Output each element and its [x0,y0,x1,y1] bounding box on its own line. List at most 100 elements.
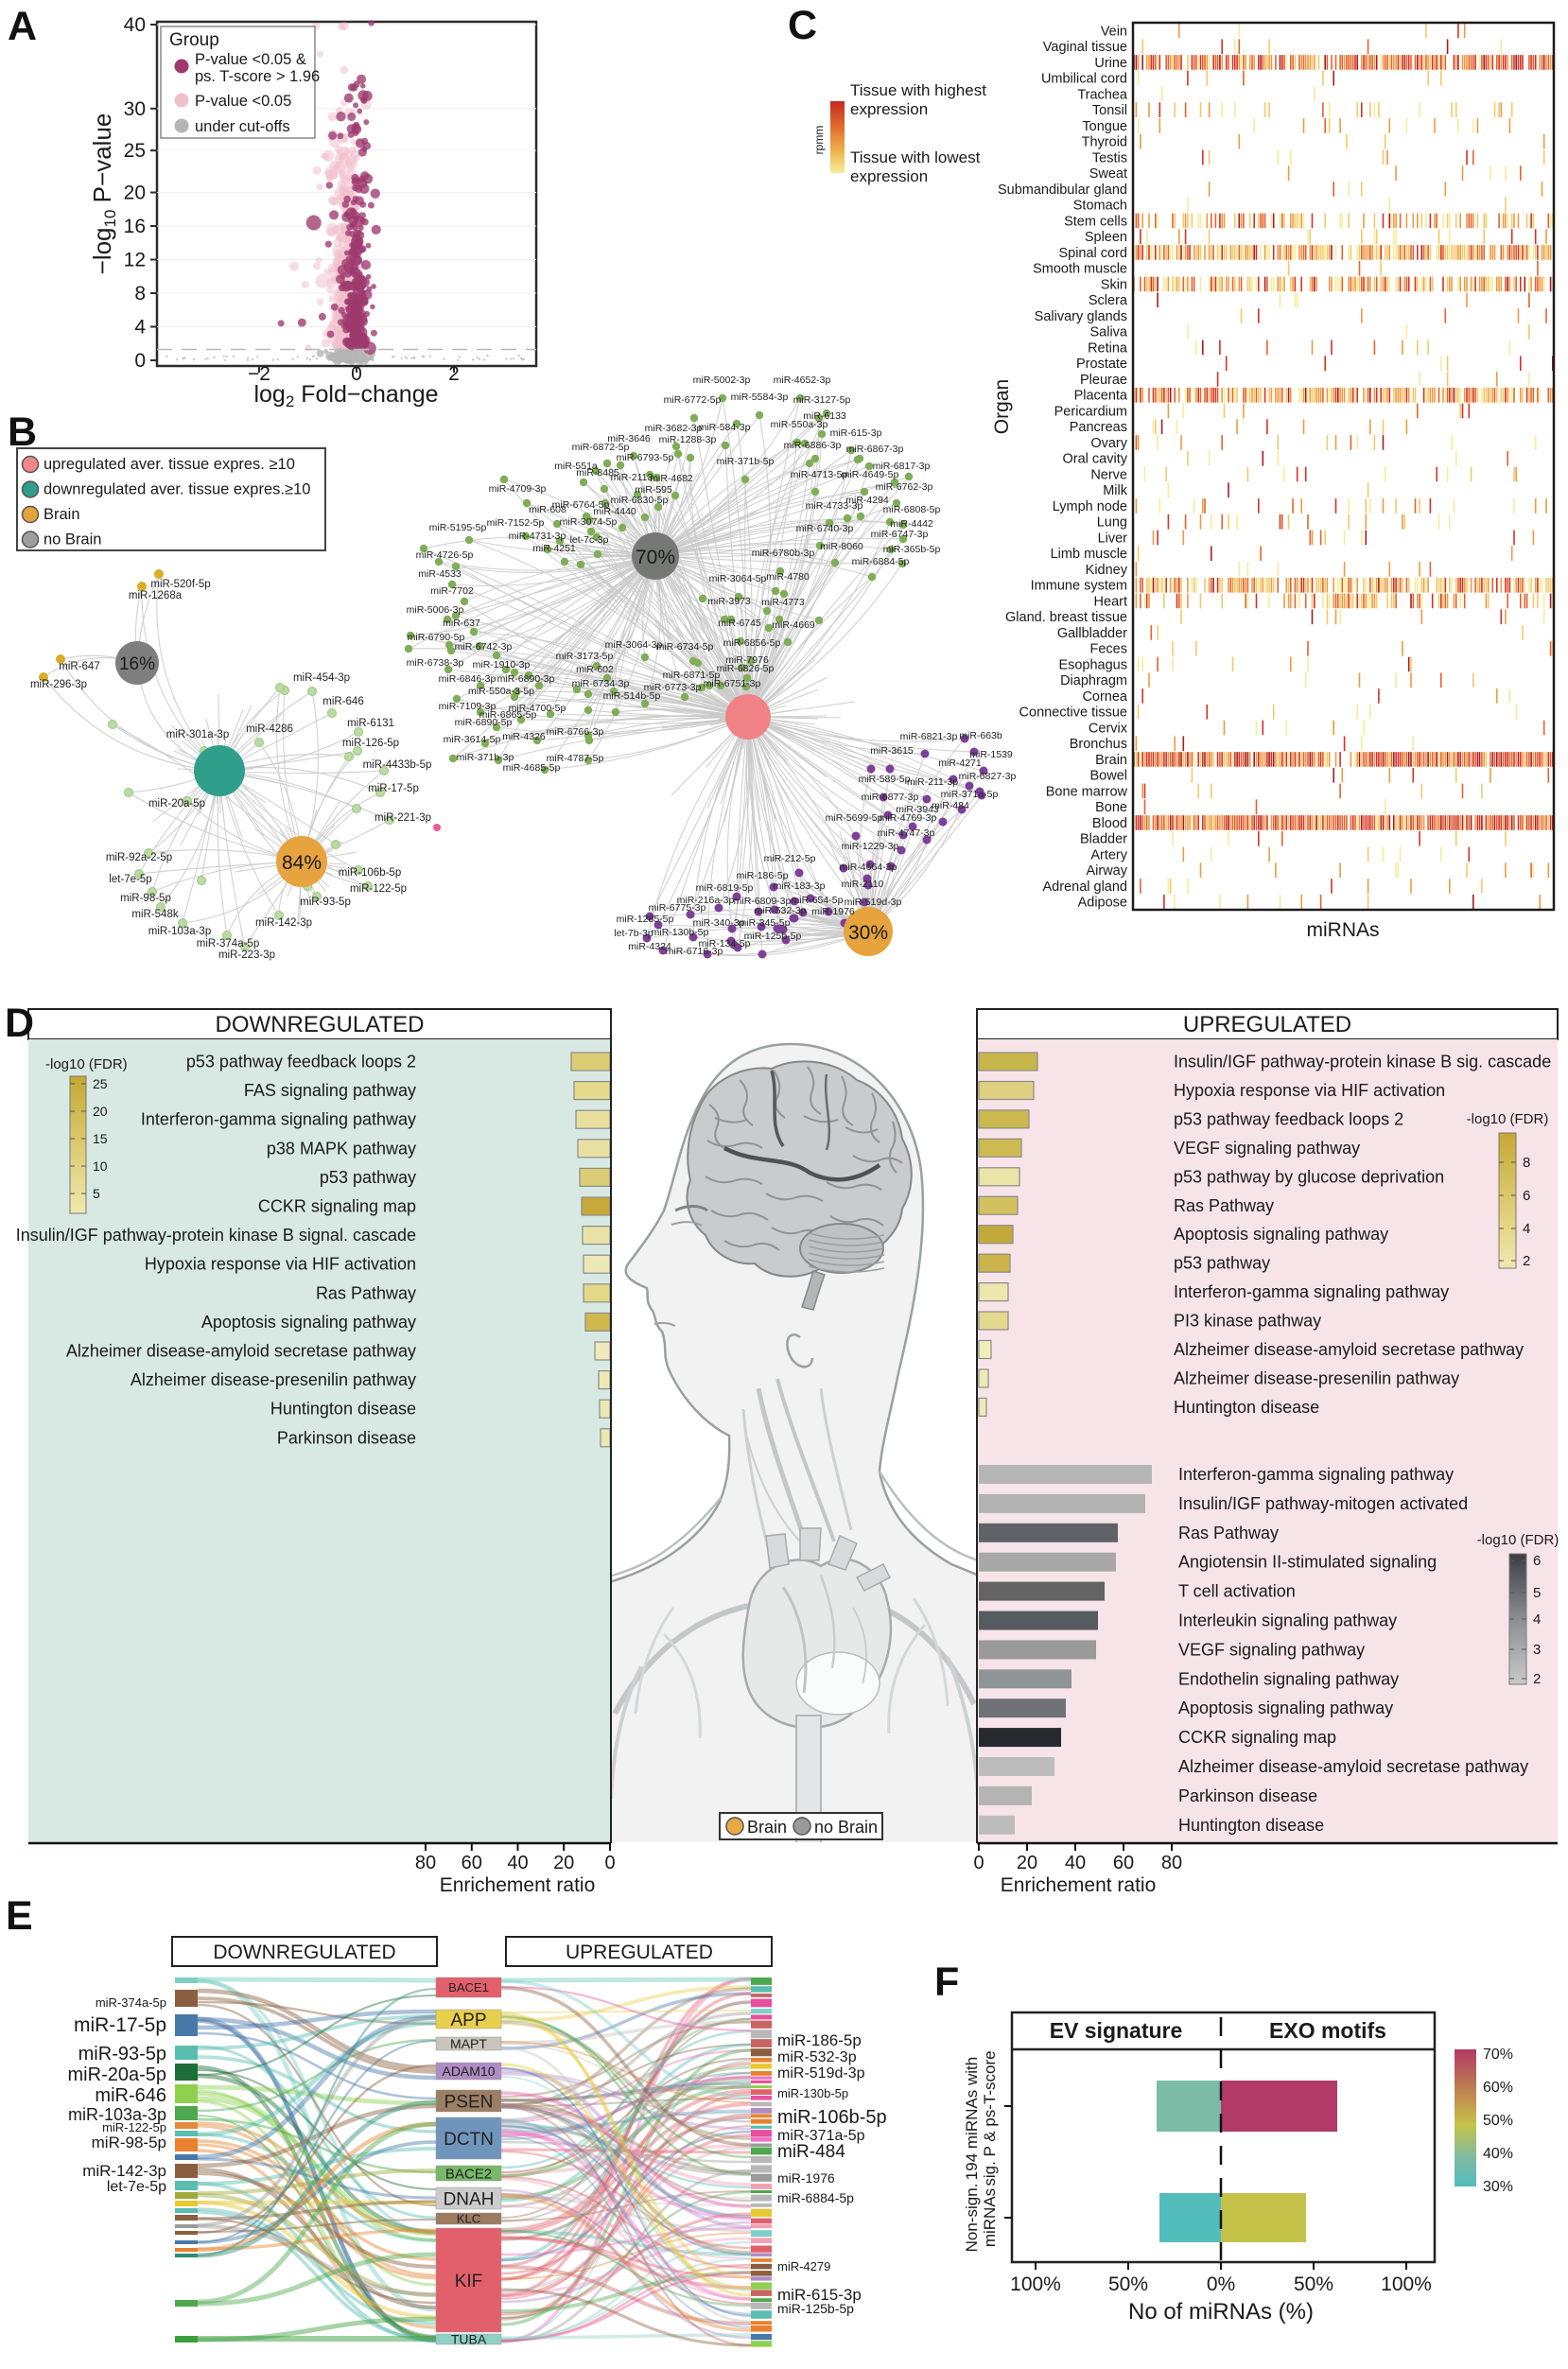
svg-text:E: E [6,1893,33,1939]
svg-text:Angiotensin II-stimulated sign: Angiotensin II-stimulated signaling [1178,1553,1437,1572]
svg-text:miR-6884-5p: miR-6884-5p [852,556,910,567]
svg-text:miR-103a-3p: miR-103a-3p [68,2105,166,2124]
svg-text:Feces: Feces [1090,642,1128,657]
svg-text:miR-20a-5p: miR-20a-5p [148,798,205,810]
svg-text:miR-6819-5p: miR-6819-5p [696,882,754,894]
svg-text:Bone marrow: Bone marrow [1046,784,1128,799]
svg-text:ADAM10: ADAM10 [442,2064,495,2079]
svg-text:miR-6846-3p: miR-6846-3p [439,673,497,685]
svg-text:miR-4773: miR-4773 [761,597,805,608]
svg-text:miR-4533: miR-4533 [418,568,462,580]
svg-text:miR-6809-3p: miR-6809-3p [734,896,792,907]
svg-text:miR-93-5p: miR-93-5p [300,897,351,908]
svg-text:Salivary glands: Salivary glands [1035,309,1127,324]
svg-text:miR-584-3p: miR-584-3p [699,422,751,433]
svg-text:5: 5 [93,1186,100,1201]
svg-text:Smooth muscle: Smooth muscle [1033,262,1127,277]
svg-text:miR-6738-3p: miR-6738-3p [407,657,464,669]
svg-text:miR-6734-3p: miR-6734-3p [572,678,630,689]
svg-text:miR-6871-5p: miR-6871-5p [663,670,721,681]
svg-text:miR-98-5p: miR-98-5p [92,2134,166,2151]
svg-text:Interleukin signaling pathway: Interleukin signaling pathway [1178,1611,1397,1630]
svg-text:194 miRNAs with: 194 miRNAs with [963,2057,981,2180]
svg-text:miR-103a-3p: miR-103a-3p [148,926,211,937]
svg-text:miR-1910-3p: miR-1910-3p [473,659,531,671]
svg-text:miR-615-3p: miR-615-3p [777,2286,862,2304]
svg-text:miR-551a: miR-551a [554,461,598,472]
svg-text:miR-130b-5p: miR-130b-5p [652,927,709,938]
svg-text:miR-4747-3p: miR-4747-3p [878,827,935,839]
svg-text:miR-130b-5p: miR-130b-5p [777,2086,848,2100]
svg-text:40: 40 [124,14,146,36]
svg-text:miR-142-3p: miR-142-3p [82,2162,166,2180]
svg-text:miR-142-3p: miR-142-3p [255,917,312,929]
svg-text:miR-92a-2-5p: miR-92a-2-5p [106,852,172,863]
svg-text:miR-3074-5p: miR-3074-5p [560,516,618,528]
svg-text:Spinal cord: Spinal cord [1058,246,1127,261]
svg-text:miR-6830-5p: miR-6830-5p [611,495,669,506]
svg-text:4: 4 [1533,1611,1541,1628]
svg-text:−log10 P−value: −log10 P−value [88,113,119,275]
svg-text:Nerve: Nerve [1090,467,1127,482]
svg-text:miR-4769-3p: miR-4769-3p [880,812,937,824]
svg-text:Umbilical cord: Umbilical cord [1041,72,1127,87]
svg-text:let-7e-5p: let-7e-5p [109,874,151,885]
svg-text:miR-532-3p: miR-532-3p [777,2049,857,2065]
svg-text:20: 20 [93,1104,108,1119]
svg-text:miR-6821-3p: miR-6821-3p [900,731,958,742]
svg-text:20: 20 [124,183,146,204]
svg-text:miR-647: miR-647 [59,661,99,672]
svg-text:miR-8060: miR-8060 [820,541,863,552]
svg-text:miR-211-3p: miR-211-3p [907,776,958,788]
svg-text:60: 60 [462,1853,482,1873]
svg-text:sig. P & ps-T-score: sig. P & ps-T-score [981,2050,999,2186]
svg-text:Limb muscle: Limb muscle [1051,547,1127,562]
svg-text:CCKR signaling map: CCKR signaling map [1178,1728,1336,1747]
svg-text:Cervix: Cervix [1089,721,1128,736]
svg-text:miR-514b-5p: miR-514b-5p [603,690,661,702]
svg-text:25: 25 [124,140,146,162]
svg-text:Retina: Retina [1088,340,1128,356]
svg-text:miR-3615: miR-3615 [870,745,914,757]
svg-text:Airway: Airway [1086,863,1127,879]
svg-text:Hypoxia response via HIF activ: Hypoxia response via HIF activation [145,1255,416,1274]
svg-text:miR-6865-5p: miR-6865-5p [479,709,537,721]
svg-text:miR-4433b-5p: miR-4433b-5p [363,759,432,771]
svg-text:p53 pathway feedback loops 2: p53 pathway feedback loops 2 [1174,1109,1403,1128]
svg-text:ps. T-score > 1.96: ps. T-score > 1.96 [195,68,320,85]
svg-text:DOWNREGULATED: DOWNREGULATED [216,1012,425,1037]
svg-text:miR-637: miR-637 [443,618,480,629]
svg-text:Interferon-gamma signaling pat: Interferon-gamma signaling pathway [1178,1465,1454,1484]
svg-text:miR-5006-3p: miR-5006-3p [407,604,464,616]
svg-text:Organ: Organ [991,379,1013,434]
svg-text:miR-4649-5p: miR-4649-5p [842,469,899,480]
svg-text:8: 8 [1523,1155,1530,1171]
svg-text:APP: APP [450,2011,486,2030]
svg-text:Prostate: Prostate [1076,357,1127,372]
svg-text:miR-6790-5p: miR-6790-5p [408,632,465,643]
svg-text:miR-4440: miR-4440 [593,506,636,517]
svg-text:miR-7109-3p: miR-7109-3p [439,701,497,712]
svg-text:miR-5699-5p: miR-5699-5p [826,812,883,824]
svg-text:FAS signaling pathway: FAS signaling pathway [244,1081,416,1100]
svg-text:miR-183-3p: miR-183-3p [774,880,826,892]
svg-text:miR-663b: miR-663b [959,730,1002,741]
svg-text:miR-6734-5p: miR-6734-5p [656,641,714,653]
svg-text:miR-6772-5p: miR-6772-5p [664,394,722,406]
svg-text:15: 15 [93,1131,108,1146]
svg-text:30%: 30% [1483,2179,1513,2195]
svg-text:40: 40 [507,1853,528,1873]
svg-text:-log10 (FDR): -log10 (FDR) [1467,1111,1549,1127]
svg-text:miR-296-3p: miR-296-3p [30,679,87,690]
svg-text:miR-5002-3p: miR-5002-3p [693,375,751,386]
svg-text:miR-3973: miR-3973 [707,596,751,607]
svg-text:Stomach: Stomach [1073,199,1127,214]
svg-text:miR-520f-5p: miR-520f-5p [150,579,210,590]
svg-text:B: B [8,409,37,455]
svg-text:Pleurae: Pleurae [1080,373,1127,388]
svg-text:50%: 50% [1483,2113,1513,2129]
svg-text:Gland. breast tissue: Gland. breast tissue [1005,610,1127,625]
svg-text:6: 6 [1523,1188,1530,1204]
svg-text:expression: expression [850,167,928,185]
svg-text:miR-6890-3p: miR-6890-3p [497,673,555,685]
